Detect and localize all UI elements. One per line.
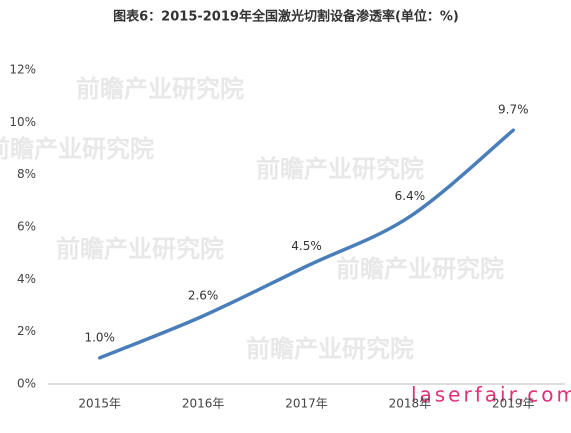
brand-watermark: 前瞻产业研究院 xyxy=(256,155,424,183)
data-label: 9.7% xyxy=(498,103,529,117)
brand-watermark: 前瞻产业研究院 xyxy=(0,135,154,163)
y-tick-label: 4% xyxy=(17,272,36,286)
x-tick-label: 2015年 xyxy=(78,397,121,411)
data-label: 6.4% xyxy=(395,189,426,203)
brand-watermark: 前瞻产业研究院 xyxy=(336,255,504,283)
x-tick-label: 2016年 xyxy=(182,397,225,411)
x-tick-label: 2018年 xyxy=(389,397,432,411)
x-tick-label: 2017年 xyxy=(285,397,328,411)
line xyxy=(97,128,516,360)
y-tick-label: 0% xyxy=(17,377,36,391)
watermark: laserfair.com xyxy=(411,383,571,407)
data-label: 4.5% xyxy=(291,239,322,253)
y-tick-label: 10% xyxy=(9,115,36,129)
brand-watermark: 前瞻产业研究院 xyxy=(56,235,224,263)
x-tick-label: 2019年 xyxy=(492,397,535,411)
data-label: 2.6% xyxy=(188,288,219,302)
brand-watermark: 前瞻产业研究院 xyxy=(76,75,244,103)
chart-title: 图表6：2015-2019年全国激光切割设备渗透率(单位：%) xyxy=(113,9,459,25)
y-tick-label: 2% xyxy=(17,324,36,338)
y-tick-label: 12% xyxy=(9,63,36,77)
y-tick-label: 8% xyxy=(17,167,36,181)
brand-watermark: 前瞻产业研究院 xyxy=(246,335,414,363)
y-tick-label: 6% xyxy=(17,220,36,234)
data-label: 1.0% xyxy=(84,330,115,344)
